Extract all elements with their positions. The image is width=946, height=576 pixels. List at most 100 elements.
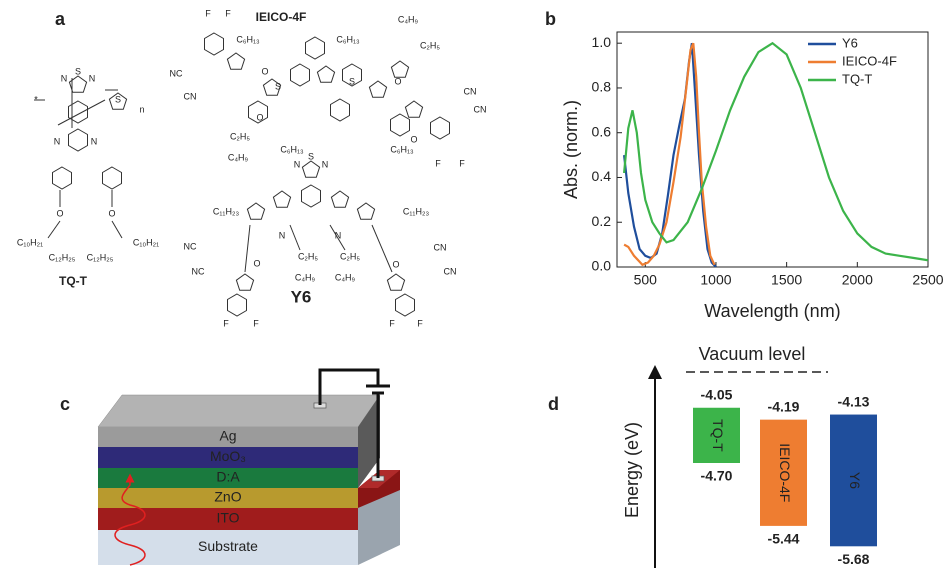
figure: IEICO-4FFFC₆H₁₃C₆H₁₃C₄H₉C₂H₅ONCCNSSOOC₂H… <box>0 0 946 576</box>
atom-label: N <box>89 73 96 83</box>
legend-label: IEICO-4F <box>842 53 897 68</box>
atom-label: F <box>253 318 259 328</box>
spectrum-line <box>624 43 928 260</box>
atom-label: C₄H₉ <box>398 14 419 24</box>
lumo-label: -4.19 <box>768 398 800 414</box>
atom-label: O <box>261 66 268 76</box>
ring <box>369 81 386 97</box>
atom-label: N <box>279 230 286 240</box>
bond <box>48 221 60 238</box>
x-axis-label: Wavelength (nm) <box>704 301 840 321</box>
atom-label: N <box>322 159 329 169</box>
molecule-name: Y6 <box>291 287 312 306</box>
ring <box>227 53 244 69</box>
atom-label: C₂H₅ <box>298 251 318 261</box>
ring <box>291 64 310 86</box>
atom-label: C₂H₅ <box>230 131 250 141</box>
ring <box>103 167 122 189</box>
molecule-name: IEICO-4F <box>256 10 307 24</box>
y-tick-label: 0.4 <box>592 168 612 184</box>
atom-label: F <box>417 318 423 328</box>
atom-label: O <box>410 134 417 144</box>
atom-label: C₆H₁₃ <box>336 34 360 44</box>
y-tick-label: 0.8 <box>592 79 612 95</box>
ring <box>247 203 264 219</box>
ring <box>405 101 422 117</box>
ring <box>391 114 410 136</box>
layer-label: Ag <box>219 428 236 444</box>
atom-label: F <box>205 8 211 18</box>
y-axis-label: Energy (eV) <box>622 422 642 518</box>
x-tick-label: 500 <box>634 272 658 288</box>
panel-label: b <box>545 9 556 29</box>
layer-label: ITO <box>216 510 239 526</box>
atom-label: C₄H₉ <box>228 152 249 162</box>
atom-label: C₁₀H₂₁ <box>133 237 159 247</box>
ring <box>69 101 88 123</box>
y-tick-label: 1.0 <box>592 34 612 50</box>
atom-label: N <box>61 73 68 83</box>
device-stack: AgMoO₃D:AZnOITOSubstrate <box>98 370 400 565</box>
homo-label: -4.70 <box>701 468 733 484</box>
atom-label: CN <box>184 91 197 101</box>
atom-label: S <box>308 151 314 161</box>
spectrum-line <box>624 43 714 265</box>
atom-label: F <box>389 318 395 328</box>
panel-label: c <box>60 394 70 414</box>
atom-label: NC <box>192 266 205 276</box>
y-axis-label: Abs. (norm.) <box>561 100 581 199</box>
atom-label: C₂H₅ <box>340 251 360 261</box>
bar-name: IEICO-4F <box>777 443 793 502</box>
atom-label: O <box>56 208 63 218</box>
x-tick-label: 1500 <box>771 272 802 288</box>
atom-label: NC <box>170 68 183 78</box>
atom-label: C₁₂H₂₅ <box>49 252 76 262</box>
ring <box>331 99 350 121</box>
ring <box>236 274 253 290</box>
spectrum-line <box>624 43 716 267</box>
ring <box>357 203 374 219</box>
atom-label: C₆H₁₃ <box>236 34 260 44</box>
lumo-label: -4.13 <box>838 393 870 409</box>
atom-label: O <box>108 208 115 218</box>
bond <box>372 225 392 272</box>
ring <box>387 274 404 290</box>
atom-label: F <box>223 318 229 328</box>
layer-label: D:A <box>216 469 240 485</box>
atom-label: N <box>294 159 301 169</box>
atom-label: O <box>256 112 263 122</box>
legend-label: Y6 <box>842 35 858 50</box>
panel-label: d <box>548 394 559 414</box>
atom-label: * <box>34 94 38 104</box>
homo-label: -5.68 <box>838 551 870 567</box>
ring <box>317 66 334 82</box>
bond <box>290 225 300 250</box>
legend-label: TQ-T <box>842 71 872 86</box>
atom-label: C₆H₁₃ <box>390 144 414 154</box>
atom-label: n <box>139 104 144 114</box>
ring <box>391 61 408 77</box>
atom-label: C₄H₉ <box>335 272 356 282</box>
bar-name: Y6 <box>847 472 863 489</box>
atom-label: CN <box>444 266 457 276</box>
bar-name: TQ-T <box>710 419 726 452</box>
homo-label: -5.44 <box>768 531 800 547</box>
ring <box>306 37 325 59</box>
atom-label: CN <box>464 86 477 96</box>
atom-label: C₄H₉ <box>295 272 316 282</box>
atom-label: C₆H₁₃ <box>280 144 304 154</box>
atom-label: F <box>225 8 231 18</box>
x-tick-label: 1000 <box>700 272 731 288</box>
ring <box>69 129 88 151</box>
bond <box>112 221 122 238</box>
atom-label: C₁₁H₂₃ <box>403 206 430 216</box>
atom-label: O <box>253 258 260 268</box>
layer-label: MoO₃ <box>210 448 246 464</box>
atom-label: O <box>394 76 401 86</box>
atom-label: F <box>459 158 465 168</box>
y-tick-label: 0.6 <box>592 123 612 139</box>
atom-label: CN <box>434 242 447 252</box>
ring <box>53 167 72 189</box>
molecule-structures: IEICO-4FFFC₆H₁₃C₆H₁₃C₄H₉C₂H₅ONCCNSSOOC₂H… <box>17 8 487 328</box>
x-tick-label: 2000 <box>842 272 873 288</box>
